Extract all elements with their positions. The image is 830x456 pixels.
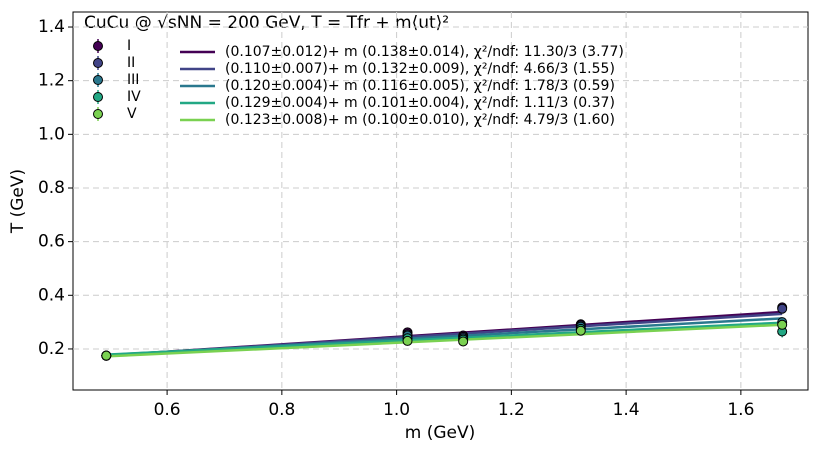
legend-label: III [127, 72, 139, 88]
legend-label: II [127, 55, 135, 71]
y-axis-label: T (GeV) [8, 169, 28, 234]
legend-marker [93, 92, 103, 102]
fit-line [106, 323, 783, 358]
y-tick-label: 0.2 [38, 339, 65, 359]
data-point [458, 336, 469, 347]
data-point [402, 335, 413, 346]
legend-marker [93, 109, 103, 119]
legend-label: V [127, 106, 137, 122]
data-point [575, 325, 586, 336]
x-tick-label: 0.8 [268, 400, 295, 420]
x-tick-label: 1.6 [727, 400, 754, 420]
fit-line [106, 321, 783, 356]
x-axis-label: m (GeV) [405, 423, 476, 443]
x-tick-label: 1.2 [498, 400, 525, 420]
legend-marker [93, 75, 103, 85]
legend-fit-label: (0.120±0.004)+ m (0.116±0.005), χ²/ndf: … [225, 78, 615, 94]
x-tick-label: 0.6 [154, 400, 181, 420]
y-tick-label: 0.4 [38, 285, 65, 305]
legend-marker [93, 41, 103, 51]
plot-frame [72, 11, 809, 391]
x-tick-label: 1.0 [383, 400, 410, 420]
y-tick-label: 1.2 [38, 71, 65, 91]
y-tick-label: 0.8 [38, 178, 65, 198]
chart-title: CuCu @ √sNN = 200 GeV, T = Tfr + m⟨ut⟩² [84, 13, 449, 33]
legend-fit-label: (0.110±0.007)+ m (0.132±0.009), χ²/ndf: … [225, 61, 615, 77]
y-tick-label: 1.4 [38, 17, 65, 37]
legend-marker [93, 58, 103, 68]
legend-label: I [127, 38, 131, 54]
data-point [777, 303, 788, 314]
y-tick-label: 0.6 [38, 232, 65, 252]
legend-fit-label: (0.129±0.004)+ m (0.101±0.004), χ²/ndf: … [225, 95, 615, 111]
y-tick-label: 1.0 [38, 124, 65, 144]
data-point [101, 350, 112, 361]
legend-fit-label: (0.107±0.012)+ m (0.138±0.014), χ²/ndf: … [225, 44, 624, 60]
legend-label: IV [127, 89, 141, 105]
legend-fit-label: (0.123±0.008)+ m (0.100±0.010), χ²/ndf: … [225, 112, 615, 128]
x-tick-label: 1.4 [613, 400, 640, 420]
data-point [777, 319, 788, 330]
